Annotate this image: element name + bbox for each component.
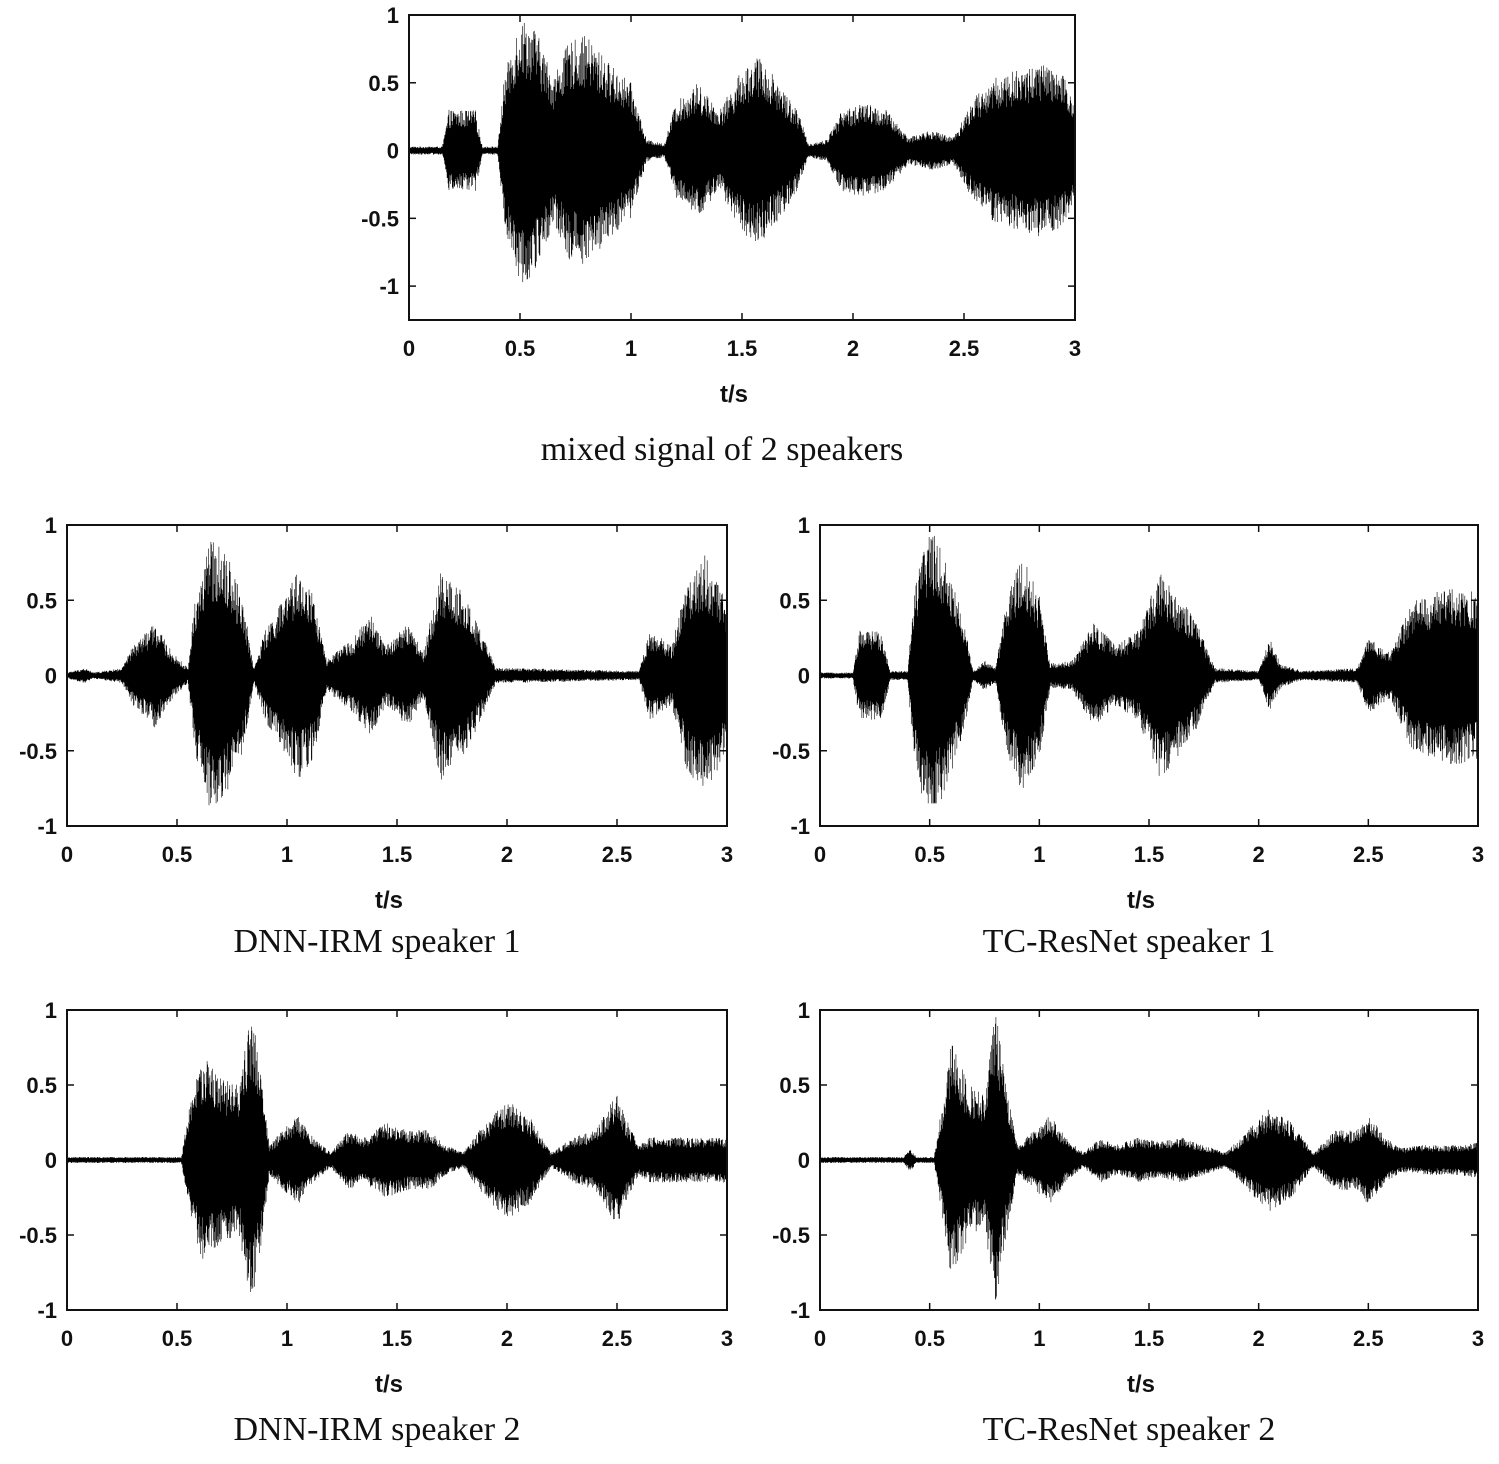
y-tick-label: 0 — [45, 664, 57, 689]
x-tick-label: 3 — [1069, 336, 1081, 361]
x-tick-label: 0.5 — [162, 1326, 193, 1351]
y-tick-label: 0.5 — [779, 1073, 810, 1098]
x-axis-label: t/s — [375, 887, 403, 914]
x-tick-label: 2 — [847, 336, 859, 361]
y-ticks: 1 0.5 0 -0.5 -1 — [361, 3, 1075, 299]
x-tick-label: 1 — [1033, 842, 1045, 867]
x-tick-label: 1.5 — [727, 336, 758, 361]
x-ticks: 0 0.5 1 1.5 2 2.5 3 — [814, 525, 1484, 867]
y-tick-label: -1 — [790, 814, 810, 839]
x-tick-label: 3 — [721, 1326, 733, 1351]
y-tick-label: -1 — [37, 1298, 57, 1323]
y-tick-label: -0.5 — [772, 739, 810, 764]
x-tick-label: 1 — [625, 336, 637, 361]
x-tick-label: 1 — [281, 842, 293, 867]
y-tick-label: 0.5 — [779, 588, 810, 613]
panel-mixed: 1 0.5 0 -0.5 -1 0 0.5 1 1.5 2 2.5 3 t/s mixed sign… — [361, 3, 1081, 468]
y-tick-label: 0 — [798, 664, 810, 689]
waveform — [819, 1017, 1479, 1300]
y-tick-label: 1 — [798, 513, 810, 538]
panel-caption: DNN-IRM speaker 1 — [233, 923, 520, 960]
axes-frame — [66, 524, 728, 827]
x-tick-label: 2.5 — [602, 842, 633, 867]
x-tick-label: 0.5 — [162, 842, 193, 867]
x-tick-label: 0 — [814, 842, 826, 867]
x-axis-label: t/s — [375, 1371, 403, 1398]
y-tick-label: 1 — [798, 998, 810, 1023]
x-tick-label: 0 — [403, 336, 415, 361]
axes-frame — [819, 1009, 1479, 1311]
panel-tc-resnet-speaker-2: 1 0.5 0 -0.5 -1 0 0.5 1 1.5 2 2.5 3 t/s TC-ResNet … — [772, 998, 1484, 1448]
x-tick-label: 2.5 — [602, 1326, 633, 1351]
panel-caption: TC-ResNet speaker 1 — [983, 923, 1276, 960]
waveform-path — [819, 1017, 1479, 1300]
y-tick-label: 0.5 — [26, 1073, 57, 1098]
x-tick-label: 2.5 — [1353, 842, 1384, 867]
x-tick-label: 3 — [721, 842, 733, 867]
y-tick-label: 0 — [798, 1148, 810, 1173]
x-tick-label: 0.5 — [505, 336, 536, 361]
axes-frame — [66, 1009, 728, 1311]
x-tick-label: 2 — [501, 842, 513, 867]
waveform — [66, 1026, 728, 1293]
x-axis-label: t/s — [720, 381, 748, 408]
x-tick-label: 0 — [814, 1326, 826, 1351]
panel-caption: DNN-IRM speaker 2 — [233, 1411, 520, 1448]
x-tick-label: 0.5 — [914, 1326, 945, 1351]
x-tick-label: 1.5 — [1134, 842, 1165, 867]
y-tick-label: -1 — [379, 274, 399, 299]
x-tick-label: 2 — [1253, 842, 1265, 867]
x-tick-label: 3 — [1472, 842, 1484, 867]
panel-dnn-irm-speaker-2: 1 0.5 0 -0.5 -1 0 0.5 1 1.5 2 2.5 3 t/s DNN-IRM sp… — [19, 998, 733, 1448]
x-ticks: 0 0.5 1 1.5 2 2.5 3 — [61, 1010, 733, 1351]
waveform — [819, 535, 1479, 804]
x-tick-label: 1 — [1033, 1326, 1045, 1351]
x-tick-label: 0 — [61, 1326, 73, 1351]
x-tick-label: 1.5 — [382, 1326, 413, 1351]
y-tick-label: -1 — [790, 1298, 810, 1323]
x-tick-label: 2 — [501, 1326, 513, 1351]
y-tick-label: 0 — [387, 139, 399, 164]
panel-tc-resnet-speaker-1: 1 0.5 0 -0.5 -1 0 0.5 1 1.5 2 2.5 3 t/s TC-ResNet … — [772, 513, 1484, 960]
panel-dnn-irm-speaker-1: 1 0.5 0 -0.5 -1 0 0.5 1 1.5 2 2.5 3 t/s DNN-IRM sp… — [19, 513, 733, 960]
waveform-path — [66, 542, 728, 806]
x-tick-label: 2.5 — [1353, 1326, 1384, 1351]
panel-caption: mixed signal of 2 speakers — [541, 431, 904, 468]
waveform-path — [819, 535, 1479, 804]
x-ticks: 0 0.5 1 1.5 2 2.5 3 — [814, 1010, 1484, 1351]
y-tick-label: -0.5 — [361, 206, 399, 231]
y-tick-label: 0.5 — [368, 71, 399, 96]
panel-caption: TC-ResNet speaker 2 — [983, 1411, 1276, 1448]
x-tick-label: 1 — [281, 1326, 293, 1351]
waveform-path — [408, 22, 1076, 283]
y-ticks: 1 0.5 0 -0.5 -1 — [19, 513, 727, 839]
y-tick-label: 0.5 — [26, 588, 57, 613]
x-axis-label: t/s — [1127, 887, 1155, 914]
x-tick-label: 0.5 — [914, 842, 945, 867]
y-tick-label: -0.5 — [19, 739, 57, 764]
x-tick-label: 3 — [1472, 1326, 1484, 1351]
waveform — [66, 542, 728, 806]
x-tick-label: 0 — [61, 842, 73, 867]
y-tick-label: -1 — [37, 814, 57, 839]
x-tick-label: 1.5 — [382, 842, 413, 867]
y-tick-label: 0 — [45, 1148, 57, 1173]
x-tick-label: 2 — [1253, 1326, 1265, 1351]
x-tick-label: 1.5 — [1134, 1326, 1165, 1351]
x-tick-label: 2.5 — [949, 336, 980, 361]
y-tick-label: 1 — [387, 3, 399, 28]
y-tick-label: 1 — [45, 998, 57, 1023]
waveform — [408, 22, 1076, 283]
axes-frame — [408, 14, 1076, 321]
y-tick-label: -0.5 — [19, 1223, 57, 1248]
y-tick-label: 1 — [45, 513, 57, 538]
axes-frame — [819, 524, 1479, 827]
x-axis-label: t/s — [1127, 1371, 1155, 1398]
y-tick-label: -0.5 — [772, 1223, 810, 1248]
